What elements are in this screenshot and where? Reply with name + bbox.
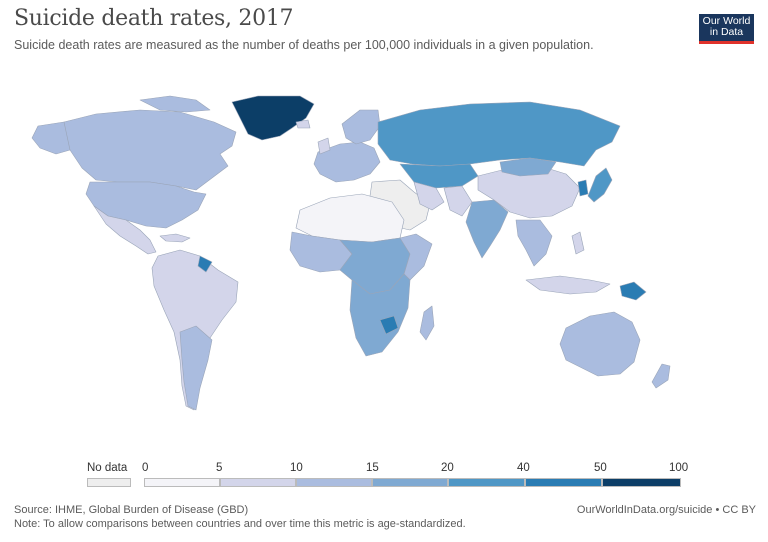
region-south-asia-west[interactable] (443, 185, 473, 217)
owid-logo[interactable]: Our World in Data (699, 14, 754, 44)
legend-bin-20-40 (448, 478, 525, 487)
region-india[interactable] (465, 199, 509, 259)
region-greenland[interactable] (231, 95, 315, 141)
legend-tick-0: 0 (142, 462, 149, 474)
logo-line-2: in Data (709, 26, 744, 38)
region-zimbabwe[interactable] (379, 315, 399, 335)
chart-subtitle: Suicide death rates are measured as the … (14, 38, 594, 52)
region-southeast-asia[interactable] (515, 219, 553, 267)
source-link[interactable]: OurWorldInData.org/suicide • CC BY (576, 504, 756, 516)
legend-tick-50: 50 (594, 462, 607, 474)
legend-bin-0-5 (144, 478, 220, 487)
legend-bin-40-50 (525, 478, 602, 487)
legend-bin-5-10 (220, 478, 296, 487)
region-indonesia[interactable] (525, 275, 611, 295)
logo-line-1: Our World (702, 15, 751, 27)
region-mongolia[interactable] (499, 157, 557, 177)
legend-no-data-swatch (87, 478, 131, 487)
region-east-africa[interactable] (399, 233, 433, 281)
region-mexico[interactable] (93, 205, 157, 255)
methodology-note: Note: To allow comparisons between count… (14, 518, 466, 530)
region-uk[interactable] (317, 137, 331, 155)
region-north-africa[interactable] (295, 193, 405, 243)
world-map (31, 95, 671, 411)
region-scandinavia[interactable] (341, 109, 381, 145)
chart-title: Suicide death rates, 2017 (14, 6, 294, 31)
region-philippines[interactable] (571, 231, 585, 255)
legend-tick-20: 20 (441, 462, 454, 474)
legend-tick-5: 5 (216, 462, 223, 474)
source-note: Source: IHME, Global Burden of Disease (… (14, 504, 249, 516)
region-madagascar[interactable] (419, 305, 435, 341)
legend-tick-15: 15 (366, 462, 379, 474)
region-guyana[interactable] (197, 255, 213, 273)
region-caribbean[interactable] (159, 233, 191, 243)
region-new-zealand[interactable] (651, 363, 671, 389)
region-argentina[interactable] (179, 325, 213, 411)
region-papua-new-guinea[interactable] (619, 281, 647, 301)
legend-tick-10: 10 (290, 462, 303, 474)
region-australia[interactable] (559, 311, 641, 377)
legend-bin-15-20 (372, 478, 448, 487)
region-central-asia[interactable] (399, 163, 479, 189)
legend-tick-100: 100 (669, 462, 689, 474)
region-arctic-islands[interactable] (139, 95, 211, 113)
legend-bin-50-100 (602, 478, 681, 487)
region-canada[interactable] (57, 109, 237, 191)
region-southern-africa[interactable] (349, 273, 411, 357)
legend-no-data-label: No data (87, 462, 128, 474)
legend-tick-40: 40 (517, 462, 530, 474)
region-iran[interactable] (413, 181, 445, 211)
region-russia[interactable] (377, 101, 621, 167)
legend-bin-10-15 (296, 478, 372, 487)
region-iceland[interactable] (295, 119, 311, 129)
region-japan[interactable] (587, 167, 613, 203)
region-alaska[interactable] (31, 121, 71, 155)
region-korea[interactable] (577, 179, 589, 197)
